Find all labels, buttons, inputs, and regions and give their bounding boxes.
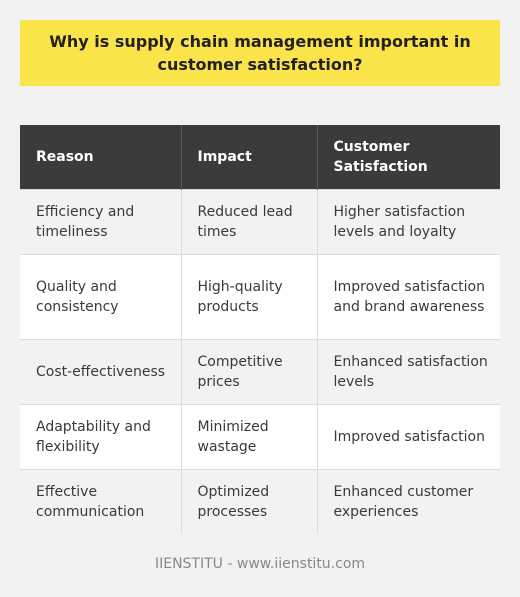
table-row: Quality and consistency High-quality pro… [20,254,500,340]
cell-customer-satisfaction: Enhanced customer experiences [317,469,500,534]
cell-customer-satisfaction: Higher satisfaction levels and loyalty [317,189,500,255]
table-header-row: Reason Impact Customer Satisfaction [20,125,500,190]
page-title: Why is supply chain management important… [49,32,471,74]
cell-impact: High-quality products [181,254,318,340]
title-banner: Why is supply chain management important… [20,20,500,86]
cell-customer-satisfaction: Enhanced satisfaction levels [317,339,500,405]
column-header-reason: Reason [20,125,182,190]
table-row: Efficiency and timeliness Reduced lead t… [20,189,500,255]
cell-reason: Efficiency and timeliness [20,189,182,255]
cell-reason: Effective communication [20,469,182,534]
comparison-table: Reason Impact Customer Satisfaction Effi… [20,125,500,534]
table-row: Adaptability and flexibility Minimized w… [20,404,500,470]
column-header-customer-satisfaction: Customer Satisfaction [317,125,500,190]
cell-reason: Adaptability and flexibility [20,404,182,470]
cell-impact: Optimized processes [181,469,318,534]
footer-attribution: IIENSTITU - www.iienstitu.com [154,556,366,572]
column-header-impact: Impact [181,125,318,190]
cell-impact: Minimized wastage [181,404,318,470]
cell-reason: Quality and consistency [20,254,182,340]
cell-impact: Reduced lead times [181,189,318,255]
table-row: Cost-effectiveness Competitive prices En… [20,339,500,405]
table-row: Effective communication Optimized proces… [20,469,500,534]
cell-customer-satisfaction: Improved satisfaction [317,404,500,470]
cell-reason: Cost-effectiveness [20,339,182,405]
cell-impact: Competitive prices [181,339,318,405]
cell-customer-satisfaction: Improved satisfaction and brand awarenes… [317,254,500,340]
